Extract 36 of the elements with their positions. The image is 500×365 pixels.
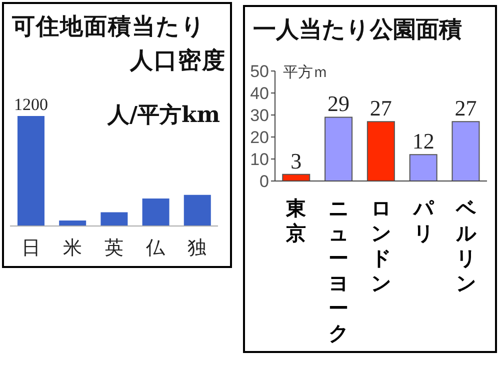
y-tick-label: 50 <box>250 62 269 82</box>
y-axis-title: 平方ｍ <box>283 63 328 82</box>
bar <box>282 174 310 181</box>
x-tick-label: パリ <box>412 196 434 245</box>
x-tick-label: ベルリン <box>454 196 477 295</box>
x-tick-label: 米 <box>62 238 82 259</box>
bar <box>142 198 170 226</box>
x-tick-label: 東京 <box>285 196 306 245</box>
x-tick-label: 独 <box>188 238 207 259</box>
x-tick-label: ロンドン <box>371 196 391 295</box>
x-tick-label: ニューヨーク <box>328 196 349 345</box>
data-label: 27 <box>454 96 477 121</box>
y-tick-label: 0 <box>260 172 269 192</box>
y-tick-label: 20 <box>250 128 269 148</box>
bar <box>59 220 86 226</box>
bar <box>17 116 44 226</box>
chart-title: 一人当たり公園面積 <box>253 15 463 45</box>
y-tick-label: 30 <box>250 106 269 126</box>
y-tick-label: 10 <box>250 150 269 170</box>
bar <box>452 121 480 181</box>
x-tick-label: 仏 <box>145 238 166 259</box>
x-tick-label: 英 <box>104 238 124 259</box>
bar <box>100 212 128 226</box>
y-tick-label: 40 <box>250 84 269 104</box>
data-label: 12 <box>412 128 434 154</box>
bar <box>184 194 211 226</box>
bar <box>409 154 438 181</box>
data-label: 29 <box>328 91 350 116</box>
x-tick-label: 日 <box>21 238 40 259</box>
data-label: 1200 <box>14 95 48 114</box>
bar <box>324 116 353 181</box>
y-axis-title: 人/平方km <box>107 101 220 130</box>
bar <box>366 121 395 181</box>
chart-title: 可住地面積当たり人口密度 <box>12 12 226 76</box>
data-label: 3 <box>290 148 302 174</box>
data-label: 27 <box>370 96 392 121</box>
